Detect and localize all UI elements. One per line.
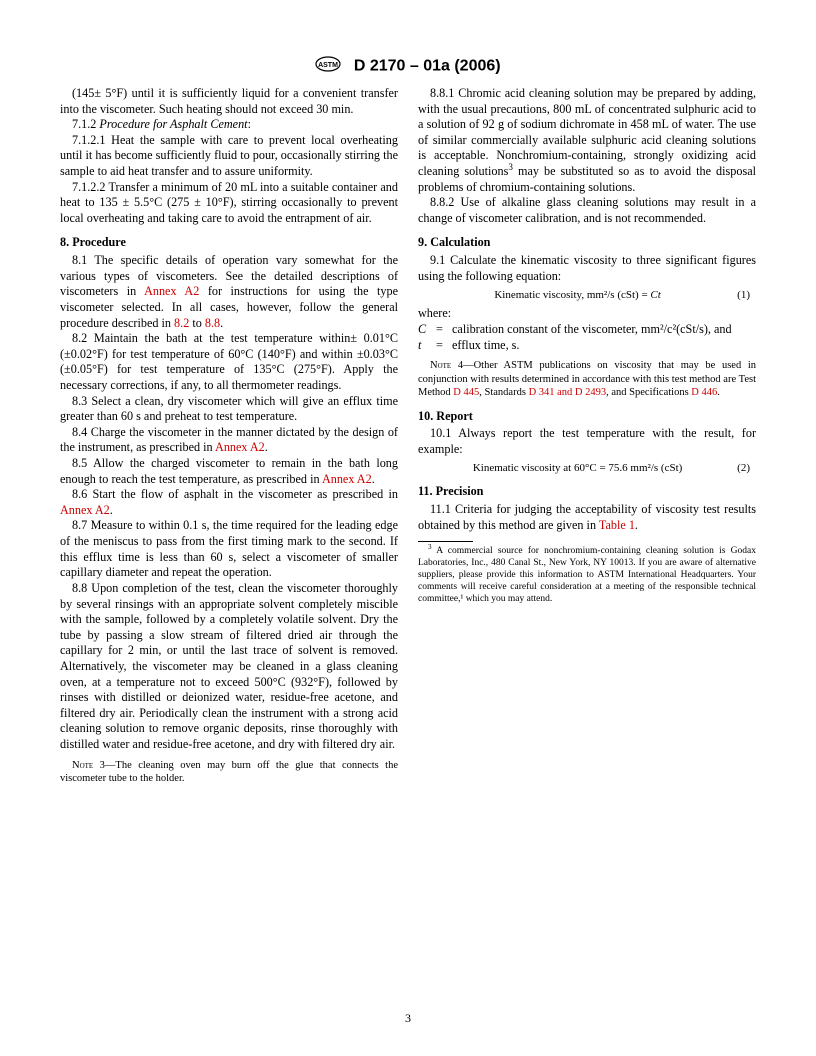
body-content: (145± 5°F) until it is sufficiently liqu… [60, 86, 756, 801]
para-7-1-1-cont: (145± 5°F) until it is sufficiently liqu… [60, 86, 398, 117]
section-10-heading: 10. Report [418, 409, 756, 425]
para-9-1: 9.1 Calculate the kinematic viscosity to… [418, 253, 756, 284]
note-4: Note 4—Other ASTM publications on viscos… [418, 359, 756, 399]
footnote-3: 3 A commercial source for nonchromium-co… [418, 546, 756, 605]
para-7-1-2: 7.1.2 Procedure for Asphalt Cement: [60, 117, 398, 133]
link-d446[interactable]: D 446 [691, 387, 717, 398]
footnote-separator [418, 541, 473, 542]
note-3: Note 3—The cleaning oven may burn off th… [60, 759, 398, 786]
link-table-1[interactable]: Table 1 [599, 518, 635, 532]
section-11-heading: 11. Precision [418, 484, 756, 500]
link-annex-a2-3[interactable]: Annex A2 [322, 472, 372, 486]
note-label: Note [72, 760, 93, 771]
link-8-2[interactable]: 8.2 [174, 316, 189, 330]
def-t: t = efflux time, s. [418, 338, 756, 354]
page-number: 3 [0, 1011, 816, 1026]
para-8-1: 8.1 The specific details of operation va… [60, 253, 398, 331]
section-9-heading: 9. Calculation [418, 235, 756, 251]
link-annex-a2[interactable]: Annex A2 [144, 284, 199, 298]
designation: D 2170 – 01a (2006) [354, 58, 501, 75]
para-8-8-1: 8.8.1 Chromic acid cleaning solution may… [418, 86, 756, 195]
para-7-1-2-2: 7.1.2.2 Transfer a minimum of 20 mL into… [60, 180, 398, 227]
para-8-6: 8.6 Start the flow of asphalt in the vis… [60, 487, 398, 518]
def-c: C = calibration constant of the viscomet… [418, 322, 756, 338]
astm-logo: ASTM [315, 56, 341, 77]
link-d341-d2493[interactable]: D 341 and D 2493 [529, 387, 607, 398]
para-8-4: 8.4 Charge the viscometer in the manner … [60, 425, 398, 456]
para-8-8-2: 8.8.2 Use of alkaline glass cleaning sol… [418, 195, 756, 226]
link-annex-a2-4[interactable]: Annex A2 [60, 503, 110, 517]
where-label: where: [418, 306, 756, 322]
para-8-7: 8.7 Measure to within 0.1 s, the time re… [60, 518, 398, 580]
para-7-1-2-1: 7.1.2.1 Heat the sample with care to pre… [60, 133, 398, 180]
para-8-5: 8.5 Allow the charged viscometer to rema… [60, 456, 398, 487]
para-8-2: 8.2 Maintain the bath at the test temper… [60, 331, 398, 393]
equation-1: Kinematic viscosity, mm²/s (cSt) = Ct(1) [418, 288, 756, 302]
section-8-heading: 8. Procedure [60, 235, 398, 251]
para-8-3: 8.3 Select a clean, dry viscometer which… [60, 394, 398, 425]
equation-2: Kinematic viscosity at 60°C = 75.6 mm²/s… [418, 461, 756, 475]
page: ASTM D 2170 – 01a (2006) (145± 5°F) unti… [0, 0, 816, 1056]
link-d445[interactable]: D 445 [453, 387, 479, 398]
para-10-1: 10.1 Always report the test temperature … [418, 426, 756, 457]
svg-text:ASTM: ASTM [318, 62, 338, 69]
link-8-8[interactable]: 8.8 [205, 316, 220, 330]
document-header: ASTM D 2170 – 01a (2006) [0, 56, 816, 77]
link-annex-a2-2[interactable]: Annex A2 [215, 440, 265, 454]
para-11-1: 11.1 Criteria for judging the acceptabil… [418, 502, 756, 533]
para-8-8: 8.8 Upon completion of the test, clean t… [60, 581, 398, 753]
note-label-2: Note [430, 360, 451, 371]
